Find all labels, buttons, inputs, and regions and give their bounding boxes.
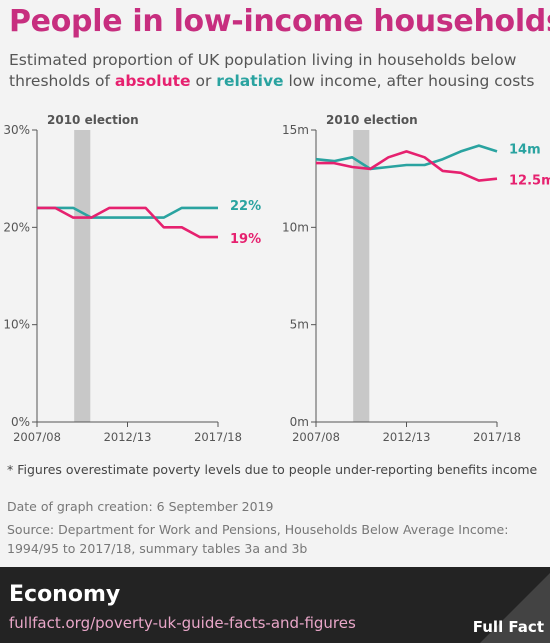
page-title: People in low-income households [9,4,550,39]
footer-bar: Economy fullfact.org/poverty-uk-guide-fa… [0,567,550,643]
subtitle-text-3: low income, after housing costs [283,72,535,90]
creation-date: Date of graph creation: 6 September 2019 [7,499,274,514]
chart1-end-label-absolute: 19% [230,232,261,247]
brand-corner-icon [480,573,550,643]
topic-label: Economy [9,582,121,607]
chart1-election-label: 2010 election [47,113,139,127]
chart2-y-tick-label: 0m [290,415,309,429]
subtitle: Estimated proportion of UK population li… [9,50,544,92]
article-link[interactable]: fullfact.org/poverty-uk-guide-facts-and-… [9,614,356,632]
chart1-series-absolute [37,206,218,239]
chart1-y-tick-label: 20% [3,220,30,234]
chart1-end-label-relative: 22% [230,199,261,214]
chart2-series-relative [315,144,498,171]
subtitle-text-1: Estimated proportion of UK population li… [9,51,517,90]
charts-area: 2010 election 0% 10% 20% 30% 2007/08 2012/13 20… [3,113,550,444]
chart2-y-tick-label: 10m [282,220,309,234]
chart1-x-tick-label: 2007/08 [13,430,61,444]
chart1-y-tick-label: 30% [3,123,30,137]
chart1-series-relative [37,206,218,219]
footnote: * Figures overestimate poverty levels du… [7,462,538,477]
chart2-series-absolute [316,150,498,182]
chart1-election-band [74,130,91,422]
chart2-x-tick-label: 2012/13 [383,430,431,444]
subtitle-text-2: or [190,72,217,90]
chart2-end-label-relative: 14m [509,142,541,157]
subtitle-relative: relative [216,72,284,90]
chart1-y-tick-label: 0% [11,415,30,429]
chart2-y-tick-label: 15m [282,123,309,137]
chart2-election-label: 2010 election [326,113,418,127]
chart2-end-label-absolute: 12.5m [509,174,550,189]
chart2-x-tick-label: 2007/08 [292,430,340,444]
brand-logo: Full Fact [472,618,544,636]
source-note: Source: Department for Work and Pensions… [7,522,509,556]
chart2-y-tick-label: 5m [290,318,309,332]
chart2-x-tick-label: 2017/18 [473,430,521,444]
subtitle-absolute: absolute [114,72,191,90]
chart1-x-tick-label: 2017/18 [194,430,242,444]
chart1-y-tick-label: 10% [3,318,30,332]
chart2-election-band [353,130,370,422]
chart1-x-tick-label: 2012/13 [104,430,152,444]
